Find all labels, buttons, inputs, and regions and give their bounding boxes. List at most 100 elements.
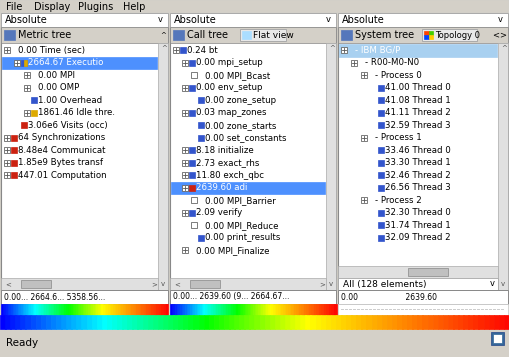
Bar	[170, 304, 172, 315]
Bar	[504, 315, 509, 329]
Bar	[121, 304, 123, 315]
Bar	[109, 304, 111, 315]
Bar	[224, 315, 230, 329]
Bar	[51, 315, 56, 329]
Bar	[84, 304, 87, 315]
Bar	[189, 110, 195, 116]
Bar	[166, 304, 168, 315]
Bar	[1, 27, 168, 290]
Bar	[191, 304, 194, 315]
Bar	[489, 315, 494, 329]
Text: 0.00 zone_starts: 0.00 zone_starts	[205, 121, 276, 130]
Bar	[111, 304, 114, 315]
Text: 1.85e9 Bytes transf: 1.85e9 Bytes transf	[18, 158, 103, 167]
Bar	[204, 315, 209, 329]
Bar	[422, 29, 477, 41]
Bar	[189, 185, 195, 191]
Bar	[378, 172, 384, 178]
Bar	[54, 304, 56, 315]
Bar	[53, 304, 55, 315]
Bar	[170, 13, 336, 27]
Bar	[60, 304, 62, 315]
Bar	[128, 304, 130, 315]
Bar	[324, 304, 327, 315]
Bar	[236, 304, 239, 315]
Bar	[56, 304, 58, 315]
Bar	[301, 304, 303, 315]
Bar	[151, 304, 154, 315]
Bar	[328, 304, 330, 315]
Bar	[235, 304, 237, 315]
Bar	[321, 304, 323, 315]
Bar	[310, 315, 316, 329]
Bar	[78, 304, 80, 315]
Text: 1.00 Overhead: 1.00 Overhead	[38, 96, 102, 105]
Bar	[208, 304, 210, 315]
Bar	[438, 315, 443, 329]
Text: 26.56 Thread 3: 26.56 Thread 3	[385, 183, 451, 192]
Text: 0.00... 2639.60 (9... 2664.67...: 0.00... 2639.60 (9... 2664.67...	[173, 292, 290, 302]
Bar	[39, 304, 42, 315]
Bar	[242, 31, 251, 39]
Bar	[303, 304, 305, 315]
Bar	[71, 315, 77, 329]
Bar	[153, 315, 158, 329]
Bar	[326, 43, 336, 290]
Bar	[93, 304, 95, 315]
Bar	[321, 315, 326, 329]
Bar	[478, 315, 484, 329]
Bar	[4, 135, 10, 141]
Bar	[148, 304, 150, 315]
Bar	[338, 278, 498, 290]
Bar	[71, 304, 73, 315]
Bar	[155, 304, 157, 315]
Bar	[103, 304, 105, 315]
Bar	[4, 172, 10, 178]
Bar	[218, 304, 220, 315]
Text: <: <	[174, 281, 180, 287]
Bar	[195, 304, 197, 315]
Bar	[183, 304, 185, 315]
Bar	[190, 280, 220, 288]
Bar	[106, 304, 108, 315]
Bar	[0, 315, 6, 329]
Bar	[493, 334, 502, 343]
Bar	[280, 315, 286, 329]
Bar	[8, 304, 10, 315]
Text: Plugins: Plugins	[78, 1, 114, 11]
Bar	[2, 56, 157, 69]
Text: ^: ^	[160, 32, 166, 38]
Bar	[315, 304, 317, 315]
Bar	[4, 147, 10, 153]
Bar	[202, 304, 204, 315]
Bar	[68, 304, 70, 315]
Text: v: v	[490, 280, 495, 288]
Text: 8.18 initialize: 8.18 initialize	[196, 146, 254, 155]
Text: - Process 0: - Process 0	[375, 71, 422, 80]
Bar	[26, 304, 28, 315]
Bar	[76, 315, 82, 329]
Text: 41.11 Thread 2: 41.11 Thread 2	[385, 108, 451, 117]
Bar	[160, 304, 162, 315]
Bar	[10, 315, 16, 329]
Bar	[219, 315, 224, 329]
Bar	[24, 304, 26, 315]
Bar	[138, 304, 140, 315]
Text: 0.00 Time (sec): 0.00 Time (sec)	[18, 46, 85, 55]
Bar	[453, 315, 459, 329]
Text: Absolute: Absolute	[174, 15, 217, 25]
Bar	[361, 135, 367, 141]
Bar	[351, 60, 357, 66]
Bar	[182, 185, 188, 191]
Bar	[338, 27, 508, 43]
Bar	[240, 304, 242, 315]
Bar	[11, 147, 17, 153]
Text: v: v	[326, 15, 331, 25]
Bar	[156, 304, 158, 315]
Bar	[366, 315, 372, 329]
Bar	[14, 304, 16, 315]
Bar	[378, 210, 384, 216]
Bar	[11, 172, 17, 178]
Text: v: v	[158, 15, 163, 25]
Text: Absolute: Absolute	[342, 15, 385, 25]
